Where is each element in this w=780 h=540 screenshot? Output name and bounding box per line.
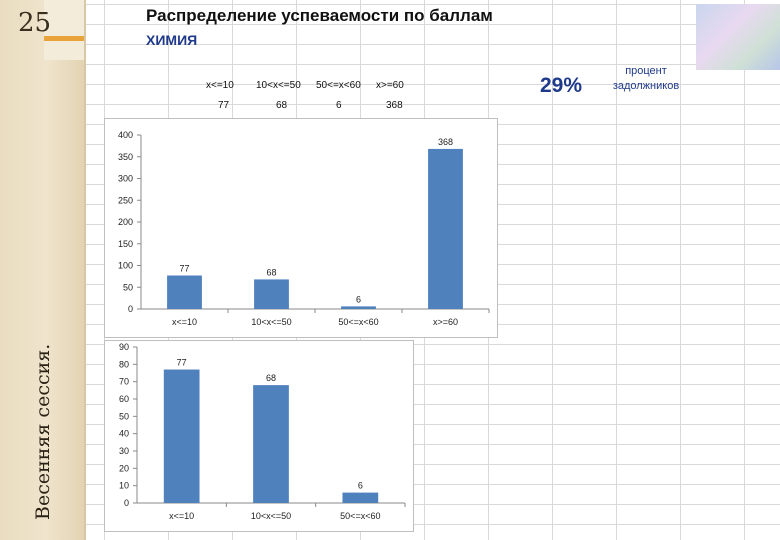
range-value: 6 xyxy=(336,100,342,111)
range-value: 68 xyxy=(276,100,288,111)
x-tick-label: x>=60 xyxy=(433,317,458,327)
slide-number-box xyxy=(44,0,84,60)
bar xyxy=(254,279,289,309)
data-label: 77 xyxy=(177,358,187,368)
debtor-percent-label: процент задолжников xyxy=(598,64,694,94)
y-tick-label: 300 xyxy=(118,174,133,184)
y-tick-label: 30 xyxy=(119,446,129,456)
debtor-label-line2: задолжников xyxy=(612,80,680,92)
y-tick-label: 100 xyxy=(118,261,133,271)
y-tick-label: 50 xyxy=(119,411,129,421)
x-tick-label: 50<=x<60 xyxy=(338,317,378,327)
range-value: 368 xyxy=(386,100,403,111)
data-label: 6 xyxy=(358,481,363,491)
x-tick-label: 10<x<=50 xyxy=(251,317,291,327)
y-tick-label: 70 xyxy=(119,377,129,387)
y-tick-label: 200 xyxy=(118,217,133,227)
accent-bar xyxy=(44,36,84,41)
slide-number-block: 25 xyxy=(0,0,84,60)
y-tick-label: 40 xyxy=(119,429,129,439)
y-tick-label: 10 xyxy=(119,481,129,491)
bar xyxy=(341,306,376,309)
data-label: 68 xyxy=(266,373,276,383)
y-tick-label: 350 xyxy=(118,152,133,162)
x-tick-label: 10<x<=50 xyxy=(251,511,291,521)
y-tick-label: 400 xyxy=(118,130,133,140)
vertical-section-title: Весенняя сессия. xyxy=(32,343,54,520)
y-tick-label: 50 xyxy=(123,282,133,292)
chart-2-frame: 0 10 20 30 40 50 60 70 80 90 77 x<=10 68 10<x<=50 6 50<… xyxy=(104,340,414,532)
y-tick-label: 90 xyxy=(119,342,129,352)
data-label: 6 xyxy=(356,294,361,304)
bar xyxy=(163,369,200,503)
page-title: Распределение успеваемости по баллам xyxy=(146,6,493,25)
debtor-percent: 29% xyxy=(540,74,583,97)
range-header: 50<=x<60 xyxy=(316,80,361,91)
x-tick-label: x<=10 xyxy=(169,511,194,521)
data-label: 77 xyxy=(179,264,189,274)
left-decorative-strip xyxy=(0,0,84,540)
range-header: 10<x<=50 xyxy=(256,80,301,91)
x-tick-label: x<=10 xyxy=(172,317,197,327)
y-tick-label: 0 xyxy=(128,304,133,314)
y-tick-label: 250 xyxy=(118,195,133,205)
y-tick-label: 150 xyxy=(118,239,133,249)
range-value-row: 77 68 6 368 xyxy=(204,100,424,114)
x-tick-label: 50<=x<60 xyxy=(340,511,380,521)
range-header: x<=10 xyxy=(206,80,234,91)
y-tick-label: 20 xyxy=(119,463,129,473)
bar xyxy=(253,385,289,503)
bar xyxy=(167,275,202,309)
y-tick-label: 0 xyxy=(124,498,129,508)
range-value: 77 xyxy=(218,100,230,111)
slide-number: 25 xyxy=(18,8,52,38)
data-label: 368 xyxy=(438,137,453,147)
range-header-row: x<=10 10<x<=50 50<=x<60 x>=60 xyxy=(204,80,424,94)
debtor-label-line1: процент xyxy=(625,65,667,77)
strip-divider xyxy=(84,0,86,540)
chart-1: 0 50 100 150 200 250 300 350 400 77 x<=10 68 10<x<=5… xyxy=(118,130,490,327)
range-header: x>=60 xyxy=(376,80,404,91)
subject-title: ХИМИЯ xyxy=(146,32,198,48)
y-tick-label: 80 xyxy=(119,359,129,369)
bar xyxy=(342,492,379,503)
chart-2: 0 10 20 30 40 50 60 70 80 90 77 x<=10 68 10<x<=50 6 50<… xyxy=(119,342,406,521)
y-tick-label: 60 xyxy=(119,394,129,404)
decorative-image xyxy=(696,4,780,70)
chart-1-frame: 0 50 100 150 200 250 300 350 400 77 x<=10 68 10<x<=5… xyxy=(104,118,498,338)
data-label: 68 xyxy=(266,267,276,277)
bar xyxy=(428,148,463,309)
